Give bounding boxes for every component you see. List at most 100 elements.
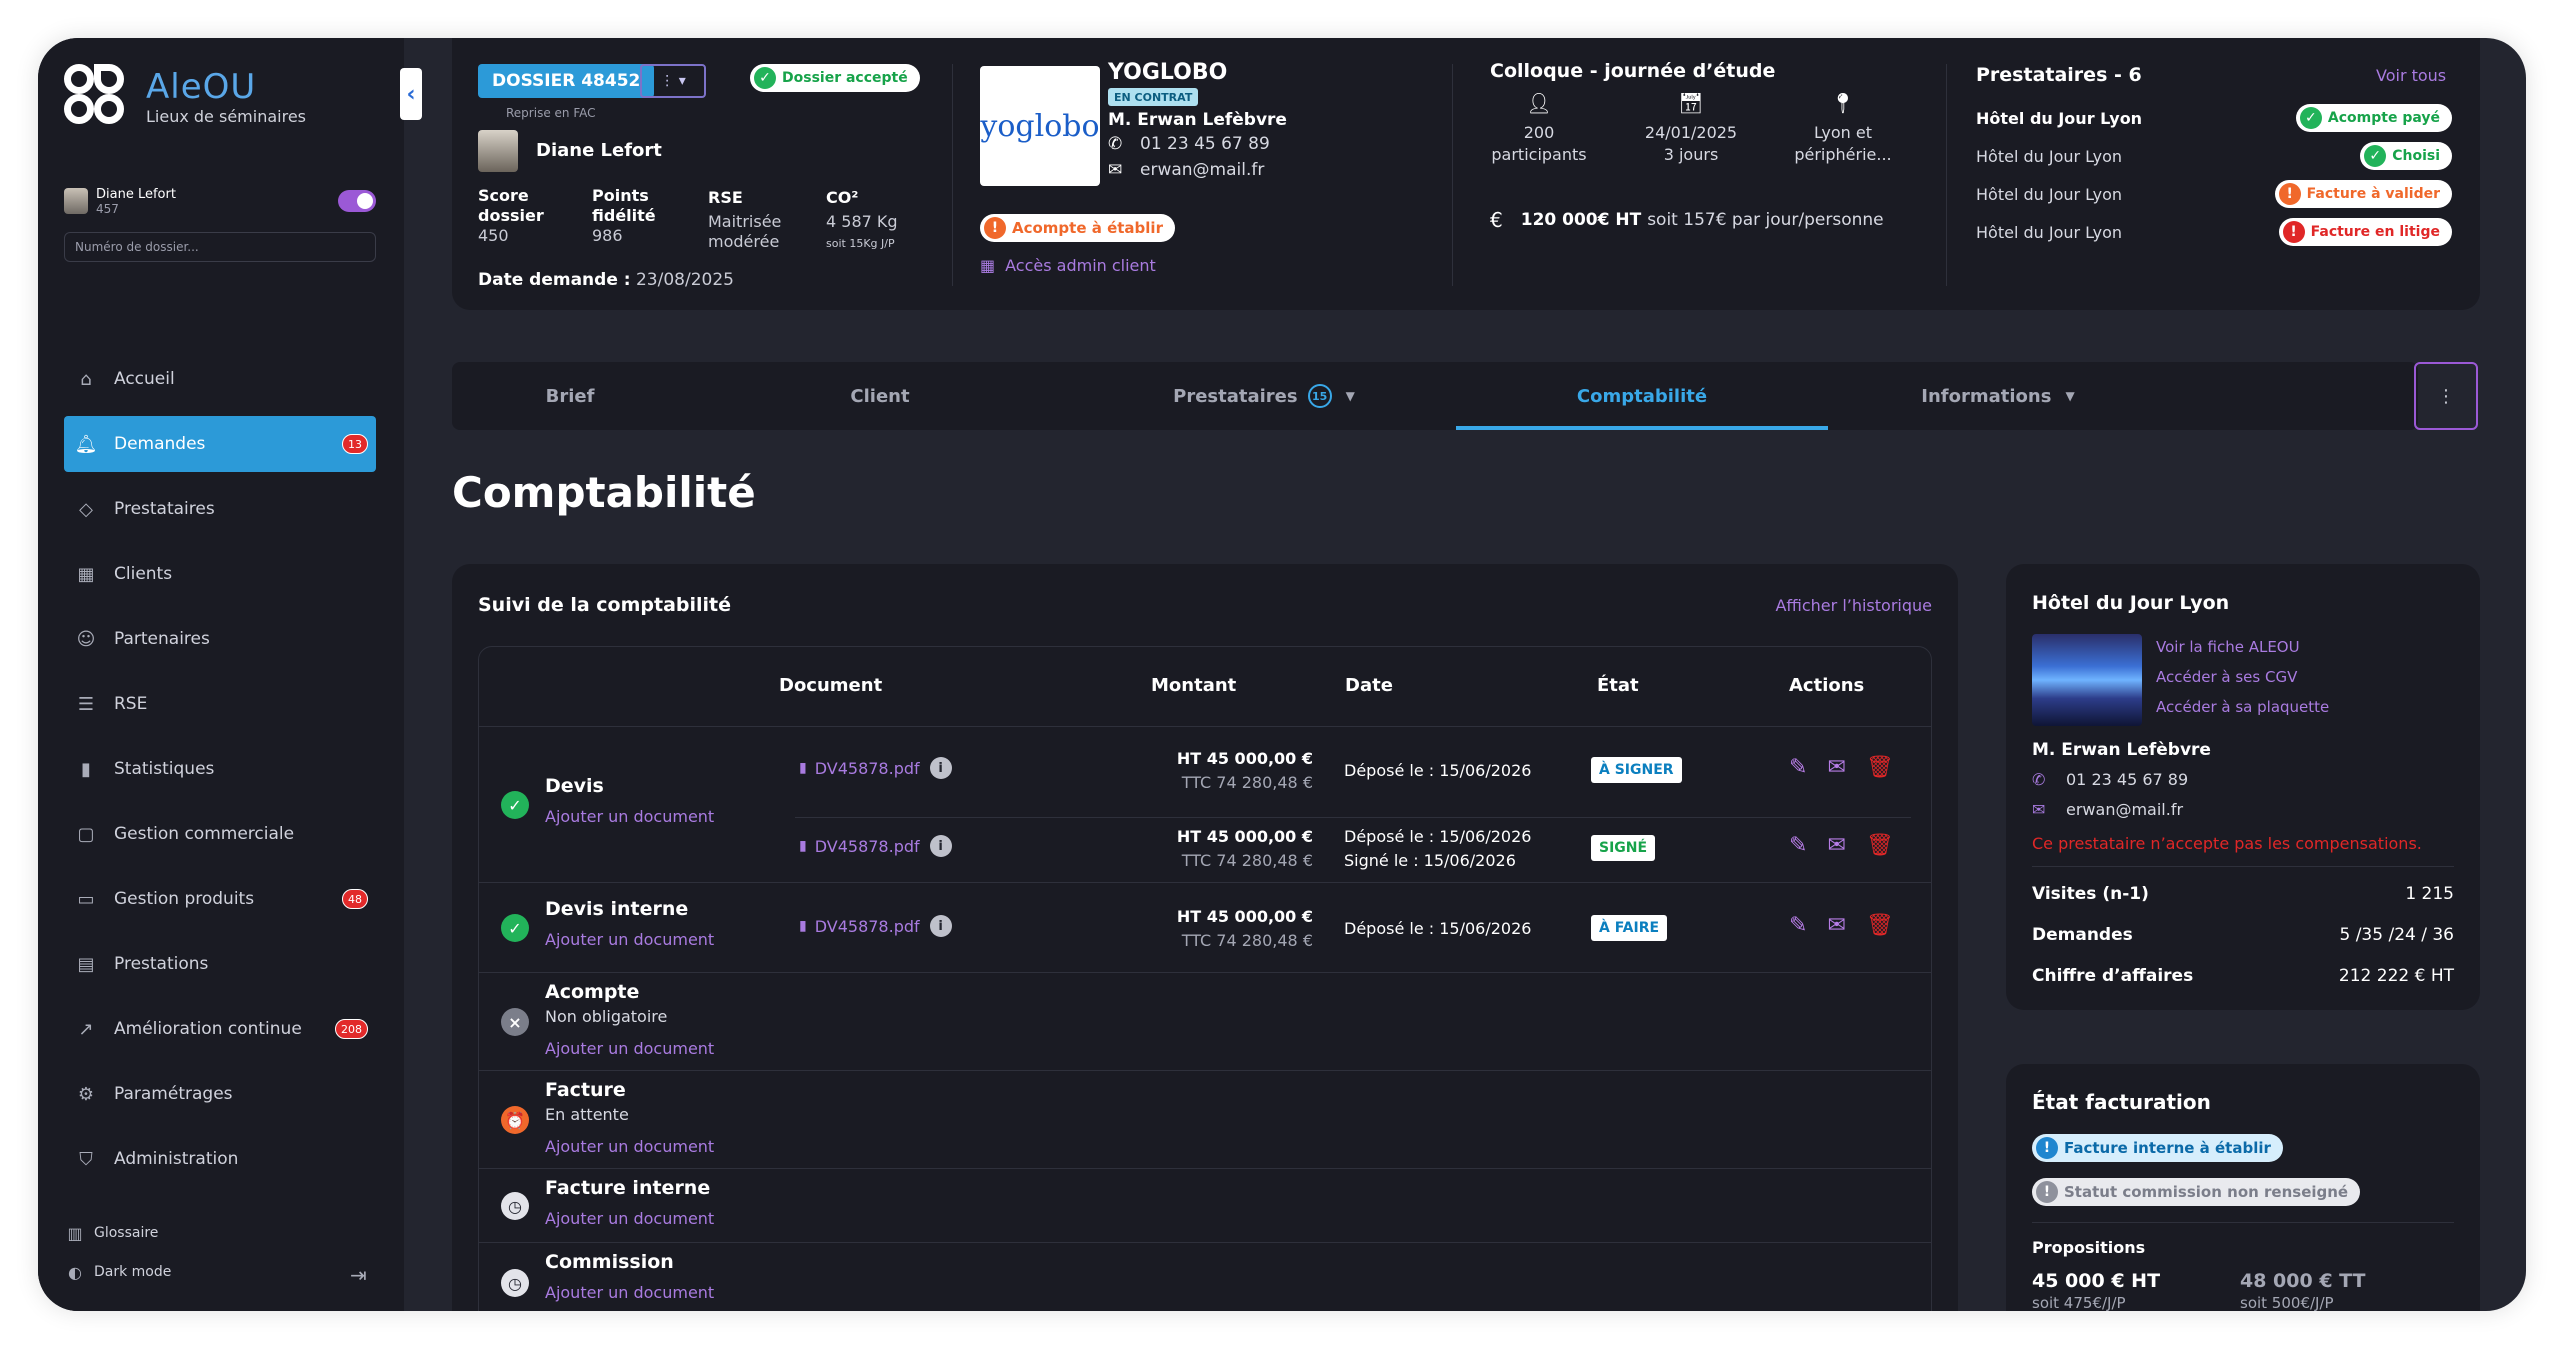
collapse-sidebar-button[interactable]: ‹ <box>400 68 422 120</box>
edit-icon[interactable]: ✎ <box>1789 833 1808 858</box>
chevron-down-icon: ▼ <box>2065 389 2075 403</box>
tab-prestataires[interactable]: Prestataires 15 ▼ <box>1072 362 1456 430</box>
dossier-more-button[interactable]: ⋮ ▾ <box>640 64 706 98</box>
company-phone[interactable]: ✆ 01 23 45 67 89 <box>1108 134 1270 154</box>
tab-comptabilite[interactable]: Comptabilité <box>1456 362 1828 430</box>
sidebar-item-label: Accueil <box>114 369 175 389</box>
alarm-icon: ⏰ <box>501 1106 529 1134</box>
sidebar-item-label: Partenaires <box>114 629 210 649</box>
check-circle-icon: ✓ <box>501 791 529 819</box>
logo-mark-icon <box>64 64 132 130</box>
sidebar-item-gestion-produits[interactable]: ▭ Gestion produits 48 <box>64 871 376 927</box>
sidebar-item-accueil[interactable]: ⌂ Accueil <box>64 351 376 407</box>
company-logo[interactable]: yoglobo <box>980 66 1100 186</box>
trash-icon[interactable]: 🗑︎ <box>1865 833 1894 858</box>
dossier-number-button[interactable]: DOSSIER 48452 <box>478 64 655 98</box>
sidebar-item-administration[interactable]: ⛉ Administration <box>64 1131 376 1187</box>
dark-mode-toggle[interactable]: ◐ Dark mode <box>64 1261 171 1283</box>
edit-icon[interactable]: ✎ <box>1789 755 1808 780</box>
compta-group: ✓ Devis interne Ajouter un document ▮ DV4… <box>479 883 1931 973</box>
chevron-down-icon: ▼ <box>1345 389 1355 403</box>
mail-icon[interactable]: ✉ <box>1827 755 1846 780</box>
sidebar-item-clients[interactable]: ▦ Clients <box>64 546 376 602</box>
date-deposit: Déposé le : 15/06/2026 <box>1344 919 1532 938</box>
count-badge: 48 <box>342 889 368 909</box>
hotel-fiche-link[interactable]: Voir la fiche ALEOU <box>2156 638 2300 656</box>
prestataire-row[interactable]: Hôtel du Jour Lyon ! Facture à valider <box>1976 180 2452 208</box>
stat-label: RSE <box>708 188 743 207</box>
company-name[interactable]: YOGLOBO <box>1108 60 1228 85</box>
document-link[interactable]: ▮ DV45878.pdf i <box>799 915 952 937</box>
sidebar-item-statistiques[interactable]: ▮ Statistiques <box>64 741 376 797</box>
info-icon[interactable]: i <box>929 915 952 937</box>
add-document-link[interactable]: Ajouter un document <box>545 1209 715 1228</box>
compta-table: Document Montant Date État Actions ✓ Dev… <box>478 646 1932 1311</box>
file-icon: ▮ <box>799 760 807 776</box>
hotel-email[interactable]: ✉ erwan@mail.fr <box>2032 800 2183 819</box>
grid-icon: ▦ <box>980 256 996 275</box>
company-contact: M. Erwan Lefèbvre <box>1108 110 1287 130</box>
app-window: AleOU Lieux de séminaires ‹ Diane Lefort… <box>38 38 2526 1311</box>
dossier-search-input[interactable]: Numéro de dossier... <box>64 232 376 262</box>
tab-brief[interactable]: Brief <box>452 362 688 430</box>
tabs-more-button[interactable]: ⋮ <box>2414 362 2478 430</box>
user-toggle[interactable] <box>338 190 376 212</box>
document-row: ▮ DV45878.pdf i HT 45 000,00 € TTC 74 28… <box>479 741 1931 805</box>
sidebar-item-partenaires[interactable]: ☺ Partenaires <box>64 611 376 667</box>
status-label: Dossier accepté <box>782 70 908 86</box>
mail-icon[interactable]: ✉ <box>1827 913 1846 938</box>
tab-label: Prestataires <box>1173 385 1298 407</box>
aleou-logo[interactable]: AleOU Lieux de séminaires <box>64 64 306 130</box>
logo-subtitle: Lieux de séminaires <box>146 106 306 126</box>
document-link[interactable]: ▮ DV45878.pdf i <box>799 757 952 779</box>
facture-interne-badge: ! Facture interne à établir <box>2032 1134 2283 1162</box>
nav-icon: 🔔︎ <box>74 433 98 455</box>
logout-icon[interactable]: ⇥ <box>350 1263 367 1287</box>
voir-tous-link[interactable]: Voir tous <box>2376 66 2447 85</box>
mail-icon[interactable]: ✉ <box>1827 833 1846 858</box>
tab-informations[interactable]: Informations ▼ <box>1828 362 2168 430</box>
info-icon[interactable]: i <box>929 757 952 779</box>
group-name: Facture <box>545 1079 626 1101</box>
add-document-link[interactable]: Ajouter un document <box>545 807 715 826</box>
info-icon[interactable]: i <box>929 835 952 857</box>
add-document-link[interactable]: Ajouter un document <box>545 1137 715 1156</box>
glossaire-link[interactable]: ▥ Glossaire <box>64 1222 158 1244</box>
tab-client[interactable]: Client <box>688 362 1072 430</box>
compta-group: × Acompte Non obligatoire Ajouter un docum… <box>479 973 1931 1071</box>
hotel-plaquette-link[interactable]: Accéder à sa plaquette <box>2156 698 2330 716</box>
add-document-link[interactable]: Ajouter un document <box>545 1039 715 1058</box>
hotel-phone[interactable]: ✆ 01 23 45 67 89 <box>2032 770 2188 789</box>
company-email[interactable]: ✉ erwan@mail.fr <box>1108 160 1264 180</box>
admin-link-label: Accès admin client <box>1005 256 1156 275</box>
hotel-cgv-link[interactable]: Accéder à ses CGV <box>2156 668 2298 686</box>
status-icon: ! <box>2282 221 2305 243</box>
sidebar-item-gestion-commerciale[interactable]: ▢ Gestion commerciale <box>64 806 376 862</box>
add-document-link[interactable]: Ajouter un document <box>545 1283 715 1302</box>
prestataire-row[interactable]: Hôtel du Jour Lyon ✓ Choisi <box>1976 142 2452 170</box>
tab-label: Brief <box>545 385 595 407</box>
stat-value: 5 /35 /24 / 36 <box>2339 925 2454 945</box>
history-link[interactable]: Afficher l’historique <box>1775 596 1932 615</box>
sidebar-item-label: Clients <box>114 564 173 584</box>
sidebar-item-amelioration-continue[interactable]: ↗ Amélioration continue 208 <box>64 1001 376 1057</box>
client-name[interactable]: Diane Lefort <box>536 140 662 161</box>
tab-label: Comptabilité <box>1576 385 1708 407</box>
admin-client-link[interactable]: ▦ Accès admin client <box>980 256 1156 275</box>
sidebar-item-prestations[interactable]: ▤ Prestations <box>64 936 376 992</box>
hotel-title[interactable]: Hôtel du Jour Lyon <box>2032 592 2230 614</box>
sidebar-item-label: Amélioration continue <box>114 1019 302 1039</box>
sidebar-item-demandes[interactable]: 🔔︎ Demandes 13 <box>64 416 376 472</box>
prestataire-row[interactable]: Hôtel du Jour Lyon ! Facture en litige <box>1976 218 2452 246</box>
sidebar-item-parametrages[interactable]: ⚙ Paramétrages <box>64 1066 376 1122</box>
add-document-link[interactable]: Ajouter un document <box>545 930 715 949</box>
document-name: DV45878.pdf <box>814 758 920 778</box>
sidebar-item-prestataires[interactable]: ◇ Prestataires <box>64 481 376 537</box>
prestataire-row[interactable]: Hôtel du Jour Lyon ✓ Acompte payé <box>1976 104 2452 132</box>
document-link[interactable]: ▮ DV45878.pdf i <box>799 835 952 857</box>
trash-icon[interactable]: 🗑︎ <box>1865 913 1894 938</box>
edit-icon[interactable]: ✎ <box>1789 913 1808 938</box>
document-state-badge: SIGNÉ <box>1591 835 1656 861</box>
trash-icon[interactable]: 🗑︎ <box>1865 755 1894 780</box>
sidebar-item-rse[interactable]: ☰ RSE <box>64 676 376 732</box>
